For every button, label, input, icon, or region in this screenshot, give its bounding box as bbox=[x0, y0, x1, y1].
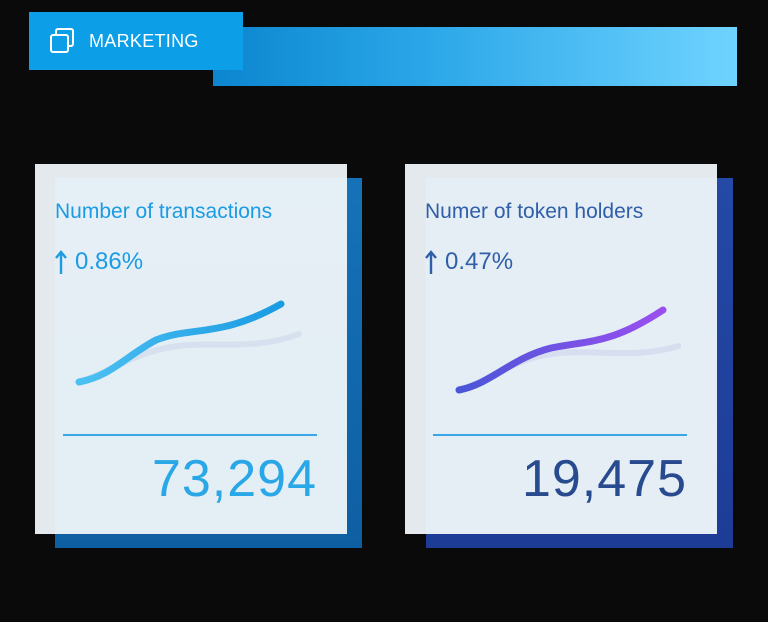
card-divider bbox=[63, 434, 317, 436]
stacked-windows-icon bbox=[50, 28, 74, 53]
token-holders-card: Numer of token holders 0.47% 19,475 bbox=[405, 164, 717, 534]
card-change: 0.47% bbox=[425, 248, 513, 276]
trend-sparkline bbox=[455, 306, 681, 394]
card-change-value: 0.47% bbox=[445, 248, 514, 275]
arrow-up-icon bbox=[55, 250, 67, 274]
header-banner bbox=[213, 27, 737, 86]
transactions-card: Number of transactions 0.86% 73,294 bbox=[35, 164, 347, 534]
card-divider bbox=[433, 434, 687, 436]
card-inner-panel bbox=[55, 178, 347, 533]
card-value: 19,475 bbox=[521, 450, 687, 508]
header-tab-marketing[interactable]: MARKETING bbox=[29, 12, 243, 70]
card-value: 73,294 bbox=[151, 450, 317, 508]
card-title: Number of transactions bbox=[55, 200, 273, 223]
arrow-up-icon bbox=[425, 250, 437, 274]
card-change-value: 0.86% bbox=[75, 248, 144, 275]
card-change: 0.86% bbox=[55, 248, 143, 276]
trend-sparkline bbox=[75, 300, 302, 386]
card-title: Numer of token holders bbox=[425, 200, 644, 223]
card-inner-panel bbox=[425, 178, 717, 533]
header-tab-label: MARKETING bbox=[89, 30, 199, 51]
